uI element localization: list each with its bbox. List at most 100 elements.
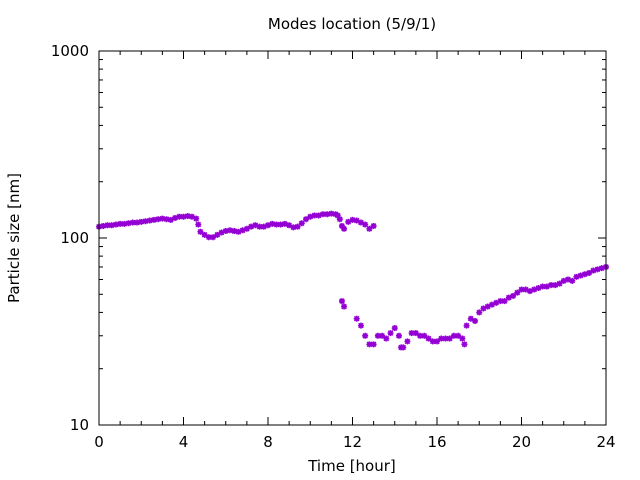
data-point (526, 288, 533, 295)
data-point (336, 216, 343, 223)
data-point (319, 211, 326, 218)
data-point (472, 317, 479, 324)
y-tick-label: 100 (60, 229, 89, 247)
data-point (429, 338, 436, 345)
data-point (218, 229, 225, 236)
data-point (366, 225, 373, 232)
data-point (442, 335, 449, 342)
data-point (455, 332, 462, 339)
data-point (345, 218, 352, 225)
data-point (370, 222, 377, 229)
data-point (134, 219, 141, 226)
data-point (146, 217, 153, 224)
data-point (446, 335, 453, 342)
data-point (155, 216, 162, 223)
data-point (488, 301, 495, 308)
data-point (195, 221, 202, 228)
data-point (121, 220, 128, 227)
data-point (564, 276, 571, 283)
data-point (294, 223, 301, 230)
data-point (117, 220, 124, 227)
data-point (180, 213, 187, 220)
data-point (210, 234, 217, 241)
plot-frame (98, 50, 607, 426)
x-axis-label: Time [hour] (307, 457, 396, 475)
data-point (497, 298, 504, 305)
data-point (461, 341, 468, 348)
data-point (197, 228, 204, 235)
data-point (366, 341, 373, 348)
data-point (598, 265, 605, 272)
data-point (226, 227, 233, 234)
data-point (303, 216, 310, 223)
data-point (391, 325, 398, 332)
x-tick-label: 8 (263, 433, 273, 451)
data-point (450, 332, 457, 339)
data-point (353, 315, 360, 322)
data-point (383, 335, 390, 342)
data-point (539, 283, 546, 290)
data-point (311, 212, 318, 219)
y-tick-label: 1000 (51, 42, 89, 60)
data-point (434, 338, 440, 345)
data-point (476, 309, 483, 316)
data-point (338, 298, 345, 305)
data-point (438, 335, 445, 342)
data-point (387, 330, 394, 337)
data-point (112, 221, 119, 228)
data-points (96, 210, 609, 351)
data-point (184, 213, 191, 220)
data-point (315, 212, 322, 219)
data-point (273, 221, 280, 228)
data-point (239, 227, 246, 234)
data-point (408, 330, 415, 337)
data-point (243, 225, 250, 232)
x-tick-label: 0 (94, 433, 104, 451)
data-point (256, 223, 263, 230)
data-point (573, 273, 580, 280)
data-point (560, 277, 567, 284)
data-point (104, 222, 111, 229)
data-point (548, 282, 555, 289)
x-tick-label: 4 (179, 433, 189, 451)
data-point (395, 332, 402, 339)
data-point (425, 335, 432, 342)
data-point (265, 222, 271, 229)
data-point (193, 215, 200, 222)
data-point (163, 216, 170, 223)
data-point (252, 222, 259, 229)
data-point (159, 215, 166, 222)
data-point (379, 332, 386, 339)
data-point (269, 220, 276, 227)
data-point (484, 303, 491, 310)
data-point (248, 223, 255, 230)
data-point (467, 315, 474, 322)
data-point (412, 330, 419, 337)
data-point (522, 286, 529, 293)
data-point (353, 217, 360, 224)
data-point (370, 341, 377, 348)
data-point (501, 298, 508, 305)
data-point (231, 228, 238, 235)
y-tick-label: 10 (70, 416, 89, 434)
x-tick-label: 24 (596, 433, 615, 451)
data-point (463, 322, 470, 329)
data-point (307, 213, 314, 220)
data-point (277, 221, 284, 228)
data-point (531, 286, 538, 293)
data-point (341, 225, 348, 232)
data-point (594, 266, 601, 273)
data-point (459, 335, 466, 342)
data-point (543, 283, 550, 290)
data-point (176, 213, 183, 220)
data-point (362, 221, 369, 228)
data-point (324, 211, 331, 218)
data-point (421, 332, 428, 339)
data-point (214, 231, 221, 238)
data-point (569, 277, 576, 284)
data-point (205, 234, 212, 241)
data-point (235, 228, 242, 235)
data-point (298, 220, 305, 227)
x-tick-label: 12 (343, 433, 362, 451)
